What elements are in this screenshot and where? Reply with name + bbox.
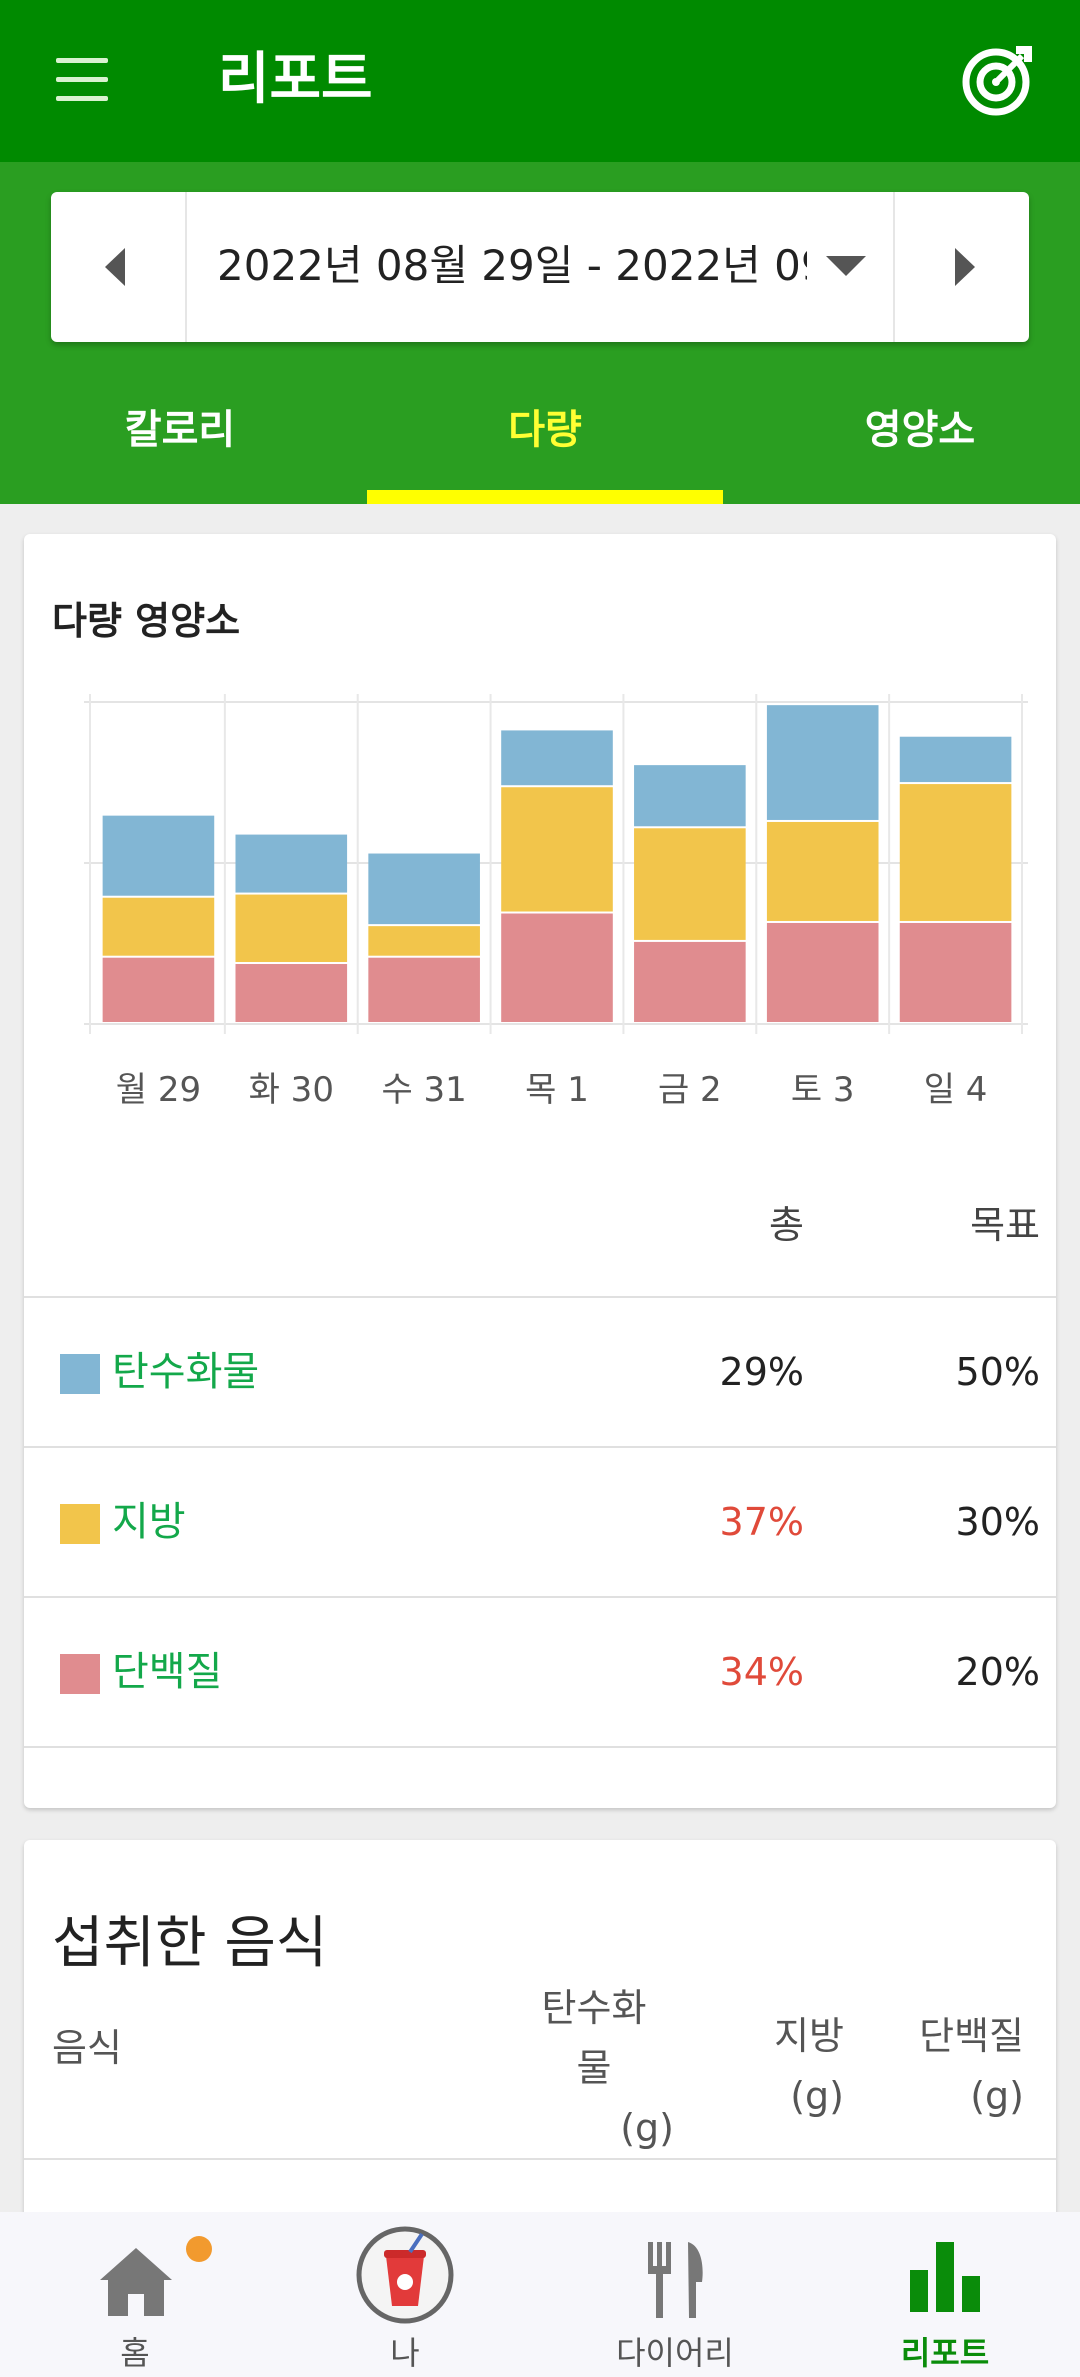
bar-segment <box>102 957 215 1022</box>
x-tick-label: 금 2 <box>657 1070 722 1110</box>
bar-segment <box>634 765 746 827</box>
column-header-protein: 단백질 (g) <box>919 2014 1024 2118</box>
x-tick-label: 화 30 <box>248 1070 334 1110</box>
column-header-goal: 목표 <box>970 1203 1040 1247</box>
column-header-fat: 지방 (g) <box>774 2014 844 2118</box>
bar-segment <box>501 913 613 1022</box>
bar-segment <box>634 828 746 940</box>
bar-segment <box>899 736 1012 783</box>
column-header-total: 총 <box>769 1203 804 1247</box>
bar-segment <box>102 815 215 896</box>
bar-segment <box>368 853 480 925</box>
column-header-carbs: 탄수화 물 (g) <box>541 1986 674 2150</box>
bar-segment <box>766 922 879 1022</box>
bar-segment <box>368 957 480 1022</box>
bar-segment <box>766 705 879 820</box>
profile-avatar-icon <box>356 2226 454 2324</box>
fork-knife-icon <box>648 2242 703 2318</box>
divider <box>24 1596 1056 1598</box>
bottom-navigation: 홈 나 다이어리 리포트 <box>0 2212 1080 2377</box>
macronutrient-card: 다량 영양소 총 목표 탄수화물 29% 50% 지방 37% 30% 단백질 … <box>24 534 1056 1808</box>
next-week-button[interactable] <box>893 192 1029 342</box>
tab-macros[interactable]: 다량 <box>508 407 582 453</box>
carbs-color-swatch <box>60 1354 100 1394</box>
x-tick-label: 월 29 <box>115 1070 202 1110</box>
column-header-food: 음식 <box>52 2026 122 2070</box>
fat-color-swatch <box>60 1504 100 1544</box>
macro-total: 34% <box>719 1650 804 1694</box>
bar-segment <box>899 784 1012 921</box>
bar-segment <box>368 926 480 956</box>
arrow-right-icon <box>955 248 975 286</box>
hamburger-menu-icon[interactable] <box>52 58 112 102</box>
bar-segment <box>501 730 613 786</box>
divider <box>24 2158 1056 2160</box>
bar-segment <box>899 922 1012 1022</box>
bar-segment <box>634 941 746 1022</box>
divider <box>24 1446 1056 1448</box>
bar-segment <box>501 787 613 912</box>
bar-segment <box>235 834 348 893</box>
date-range-selector: 2022년 08월 29일 - 2022년 09... <box>51 192 1029 342</box>
macro-name: 탄수화물 <box>112 1349 260 1395</box>
nav-home[interactable]: 홈 <box>0 2212 270 2377</box>
macro-goal: 30% <box>955 1500 1040 1544</box>
arrow-left-icon <box>105 248 125 286</box>
card-title: 다량 영양소 <box>52 599 241 643</box>
bar-segment <box>102 897 215 956</box>
divider <box>24 1746 1056 1748</box>
macro-goal: 20% <box>955 1650 1040 1694</box>
tab-nutrients[interactable]: 영양소 <box>864 407 976 453</box>
macro-row-protein: 단백질 34% 20% <box>24 1598 1056 1746</box>
previous-week-button[interactable] <box>51 192 187 342</box>
app-bar: 리포트 <box>0 0 1080 162</box>
macro-name: 단백질 <box>112 1649 223 1695</box>
tab-calories[interactable]: 칼로리 <box>124 407 236 453</box>
food-section-title: 섭취한 음식 <box>52 1911 328 1976</box>
target-icon[interactable] <box>958 40 1038 120</box>
bar-segment <box>235 894 348 963</box>
report-subheader: 2022년 08월 29일 - 2022년 09... 칼로리 다량 영양소 <box>0 162 1080 504</box>
macro-stacked-bar-chart <box>84 694 1028 1034</box>
tab-indicator <box>367 490 723 504</box>
nav-report[interactable]: 리포트 <box>810 2212 1080 2377</box>
divider <box>24 1296 1056 1298</box>
nav-me[interactable]: 나 <box>270 2212 540 2377</box>
nav-diary[interactable]: 다이어리 <box>540 2212 810 2377</box>
bar-chart-icon <box>910 2242 980 2312</box>
macro-row-fat: 지방 37% 30% <box>24 1448 1056 1596</box>
page-title: 리포트 <box>218 47 373 112</box>
bar-segment <box>766 821 879 921</box>
date-range-text[interactable]: 2022년 08월 29일 - 2022년 09... <box>217 241 807 290</box>
bar-segment <box>235 964 348 1022</box>
macro-total: 29% <box>719 1350 804 1394</box>
macro-total: 37% <box>719 1500 804 1544</box>
x-tick-label: 일 4 <box>923 1070 988 1110</box>
dropdown-arrow-icon[interactable] <box>823 250 869 280</box>
protein-color-swatch <box>60 1654 100 1694</box>
macro-row-carbs: 탄수화물 29% 50% <box>24 1298 1056 1446</box>
x-tick-label: 수 31 <box>381 1070 467 1110</box>
macro-name: 지방 <box>112 1499 186 1545</box>
x-tick-label: 토 3 <box>790 1070 855 1110</box>
macro-goal: 50% <box>955 1350 1040 1394</box>
notification-badge <box>186 2236 212 2262</box>
x-tick-label: 목 1 <box>525 1070 589 1110</box>
home-icon <box>100 2248 172 2316</box>
